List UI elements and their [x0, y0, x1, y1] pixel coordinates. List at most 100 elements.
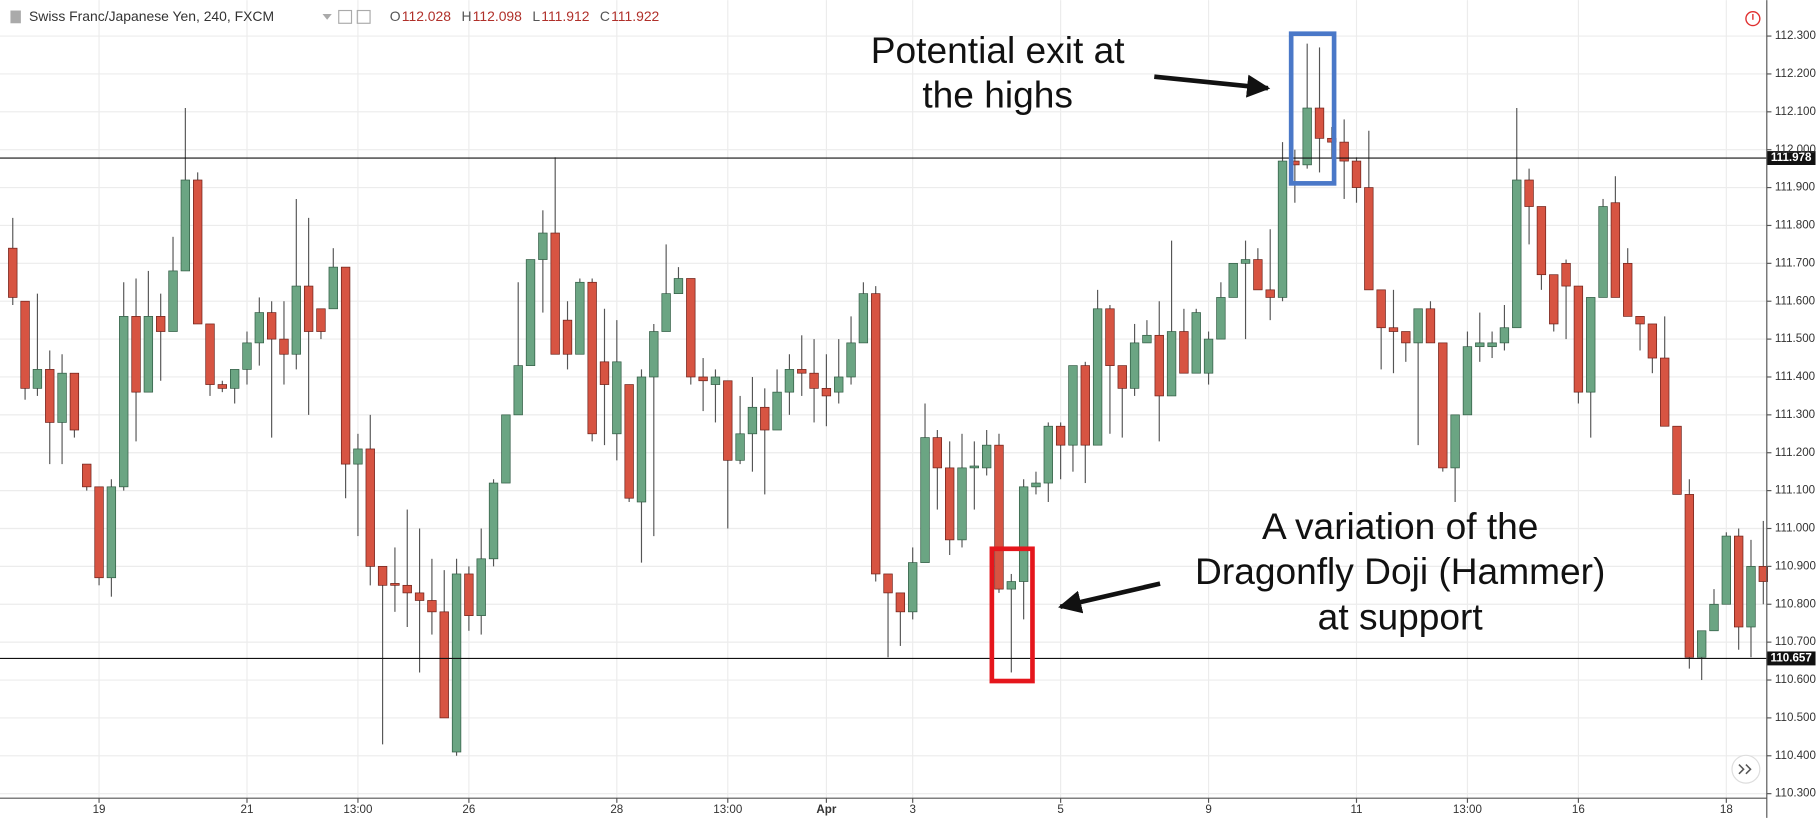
candle-body — [1536, 206, 1547, 276]
candle-body — [1388, 327, 1399, 332]
candle-body — [365, 448, 375, 567]
candle-body — [464, 573, 474, 616]
candle-body — [1684, 494, 1695, 658]
y-tick-label: 110.500 — [1775, 711, 1816, 724]
candle-body — [353, 448, 363, 465]
candle-body — [575, 281, 585, 355]
candle-body — [316, 308, 326, 332]
candle-body — [8, 247, 18, 298]
x-tick-label: Apr — [816, 803, 836, 816]
scroll-button[interactable] — [1731, 754, 1761, 784]
hide-icon[interactable] — [356, 9, 371, 24]
y-tick-label: 112.100 — [1775, 105, 1816, 118]
header: Swiss Franc/Japanese Yen, 240, FXCM O 112… — [10, 8, 660, 24]
y-tick-label: 110.300 — [1775, 787, 1816, 800]
candle-body — [1068, 365, 1078, 446]
time-axis: 19 21 13:00 26 28 13:00 Apr 3 5 9 11 13:00 16 18 — [93, 798, 1733, 816]
candle-body — [747, 406, 758, 435]
candle-body — [1512, 179, 1522, 329]
candle-body — [1142, 334, 1152, 344]
candle-body — [1302, 107, 1312, 166]
candle-body — [266, 312, 277, 340]
y-tick-label: 111.400 — [1775, 370, 1815, 383]
x-tick-label: 11 — [1350, 803, 1362, 816]
x-tick-label: 16 — [1572, 803, 1585, 816]
candle-body — [784, 369, 795, 393]
x-tick-label: 13:00 — [343, 803, 372, 816]
x-tick-label: 13:00 — [1453, 803, 1482, 816]
y-tick-label: 111.200 — [1775, 446, 1815, 459]
arrow — [1058, 581, 1161, 614]
candle-body — [1265, 289, 1275, 298]
candle-body — [538, 232, 548, 260]
candle-body — [587, 281, 597, 435]
candle-body — [254, 312, 264, 344]
dropdown[interactable] — [322, 13, 332, 20]
symbol-icon — [10, 10, 21, 24]
candle-body — [193, 179, 203, 325]
y-tick-label: 112.000 — [1775, 143, 1816, 156]
support-resistance: 111.978 110.657 — [0, 151, 1816, 666]
x-tick-label: 5 — [1057, 803, 1063, 816]
candle-body — [624, 384, 634, 499]
annotation: Potential exit at — [871, 29, 1125, 71]
candle-body — [1598, 206, 1608, 298]
candle-body — [1499, 327, 1510, 344]
scroll-icon — [1738, 764, 1752, 775]
candle-body — [1203, 338, 1214, 374]
ohlc-key: L — [532, 8, 540, 24]
candle-body — [957, 467, 967, 541]
candle-body — [513, 365, 523, 416]
ohlc-value: 111.912 — [541, 8, 589, 24]
candle-body — [883, 573, 893, 594]
candle-body — [945, 467, 955, 541]
candles — [8, 43, 1768, 756]
candle-body — [106, 486, 117, 579]
candle-body — [1450, 414, 1460, 469]
candle-body — [242, 342, 252, 370]
candle-body — [1413, 308, 1423, 344]
candle-body — [1487, 342, 1497, 348]
highlight-box — [989, 546, 1035, 684]
candle-body — [69, 372, 80, 431]
y-tick-label: 110.400 — [1775, 749, 1816, 762]
candle-body — [229, 369, 240, 389]
candle-body — [427, 600, 437, 613]
candle-body — [1672, 425, 1682, 495]
x-tick-label: 26 — [462, 803, 475, 816]
y-tick-label: 111.700 — [1775, 256, 1815, 269]
y-tick-label: 111.000 — [1775, 522, 1815, 535]
candle-body — [131, 316, 141, 393]
candle-body — [82, 463, 92, 488]
x-tick-label: 18 — [1720, 803, 1733, 816]
candle-body — [908, 562, 918, 613]
candle-body — [661, 293, 671, 332]
candle-body — [303, 285, 314, 332]
candle-body — [205, 323, 215, 385]
candle-body — [895, 592, 906, 613]
candle-body — [1240, 259, 1251, 264]
candle-body — [636, 376, 647, 503]
settings-icon[interactable] — [338, 9, 353, 24]
candle-body — [562, 319, 573, 355]
y-tick-label: 111.500 — [1775, 332, 1815, 345]
candle-body — [1253, 259, 1263, 291]
candle-body — [871, 293, 881, 575]
candle-body — [45, 369, 55, 423]
candle-body — [1339, 141, 1349, 162]
annotation: A variation of the — [1262, 505, 1538, 547]
candle-body — [1438, 342, 1448, 469]
ohlc-key: H — [461, 8, 471, 24]
candle-body — [156, 316, 166, 332]
candle-body — [1105, 308, 1115, 366]
candle-body — [57, 372, 67, 423]
candle-body — [599, 361, 610, 385]
candle-body — [1524, 179, 1534, 207]
alert-icon[interactable] — [1745, 10, 1761, 27]
candle-body — [994, 444, 1004, 590]
candle-body — [760, 406, 770, 431]
candle-body — [1425, 308, 1436, 344]
candle-body — [1031, 482, 1041, 488]
candle-body — [1154, 334, 1164, 397]
